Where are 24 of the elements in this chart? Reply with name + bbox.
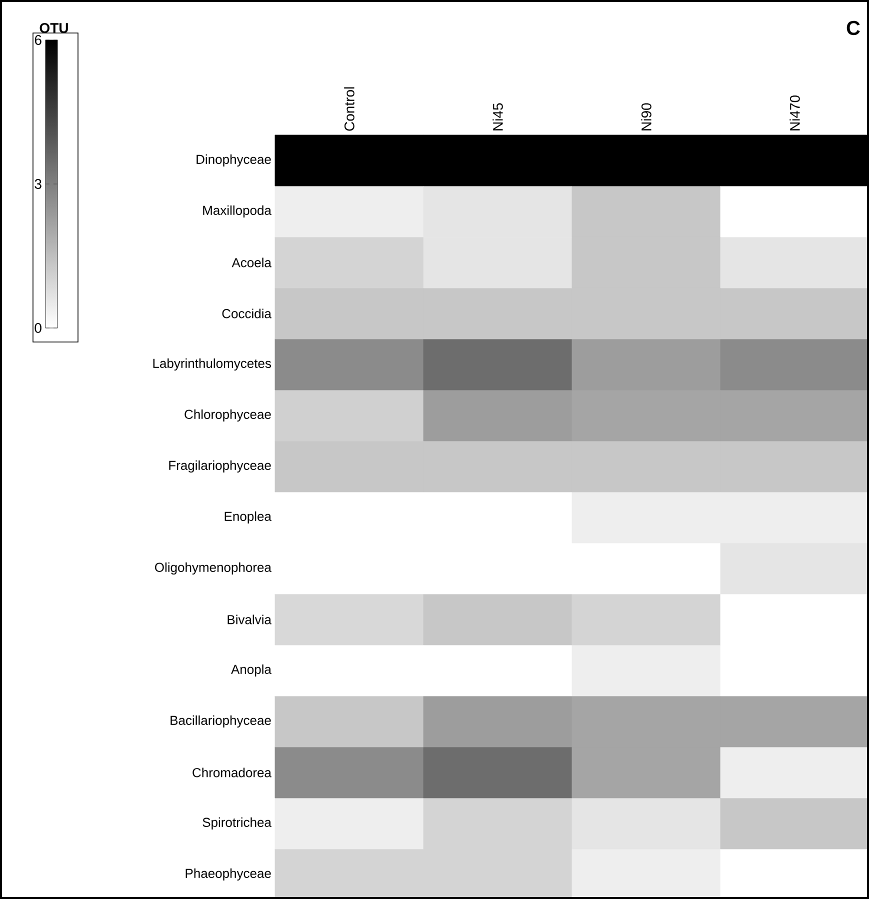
color-bar-label: 0 <box>34 323 42 333</box>
y-tick-label: Maxillopoda <box>203 205 272 218</box>
y-tick-label: Coccidia <box>222 308 272 318</box>
y-tick-label: Dinophyceae <box>196 154 271 167</box>
y-tick-label: Fragilariophyceae <box>169 460 271 473</box>
y-tick-label: Acoela <box>232 258 272 268</box>
x-tick-label: Control <box>344 87 354 131</box>
y-tick-label: Phaeophyceae <box>186 868 271 881</box>
y-tick-label: Chromadorea <box>192 768 272 778</box>
color-bar-title: OTU <box>40 23 68 33</box>
text: C <box>846 20 860 36</box>
color-bar-label: 3 <box>34 179 42 189</box>
x-tick-label: Ni45 <box>492 103 503 130</box>
y-tick-label: Labyrinthulomycetes <box>153 358 271 371</box>
y-tick-label: Anopla <box>231 664 272 677</box>
y-tick-label: Chlorophyceae <box>184 409 271 422</box>
y-tick-label: Oligohymenophorea <box>155 562 272 575</box>
y-tick-label: Bacillariophyceae <box>170 715 271 728</box>
y-tick-label: Spirotrichea <box>202 817 272 830</box>
y-tick-label: Enoplea <box>224 511 272 524</box>
x-tick-label: Ni90 <box>641 103 652 130</box>
y-tick-label: Bivalvia <box>228 614 272 624</box>
color-bar-label: 6 <box>34 35 42 45</box>
x-tick-label: Ni470 <box>790 95 800 130</box>
